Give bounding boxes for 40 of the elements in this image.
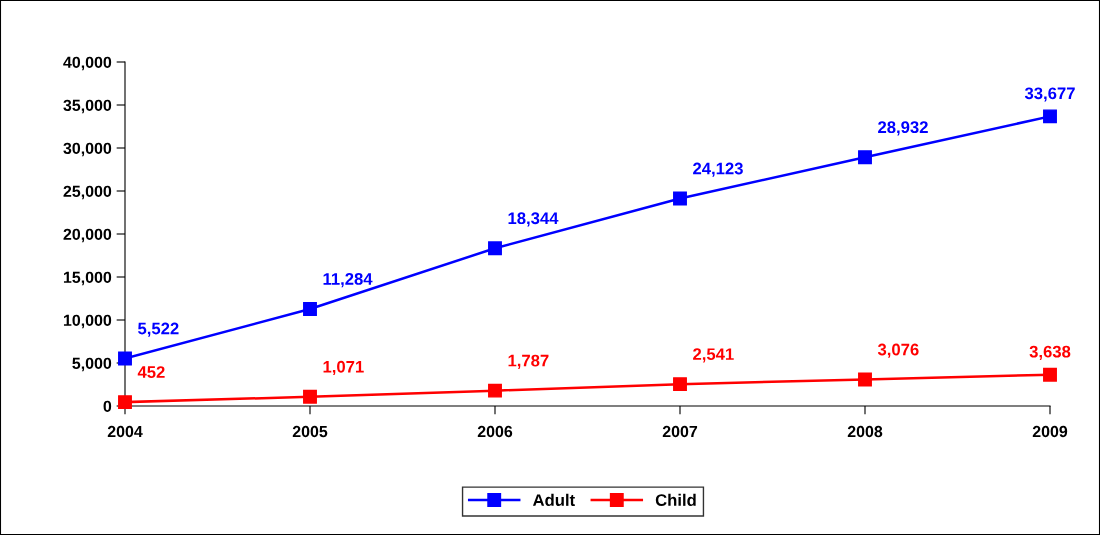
data-label: 2,541 [693,348,734,363]
y-tick-label: 15,000 [63,271,112,286]
data-label: 18,344 [508,212,559,227]
point [858,372,872,387]
legend-label: Child [655,493,696,507]
data-label: 1,787 [508,354,549,369]
x-tick-label: 2008 [847,425,883,438]
point [303,302,317,316]
y-tick-label: 30,000 [63,142,112,157]
data-label: 24,123 [693,162,743,177]
x-tick-label: 2004 [107,425,143,438]
x-tick-label: 2007 [662,425,698,438]
data-label: 1,071 [323,360,364,376]
point [1043,367,1057,382]
point [1043,109,1057,124]
data-label: 11,284 [323,273,373,288]
point [488,383,502,398]
data-label: 28,932 [878,121,928,136]
point [673,191,687,206]
y-tick-label: 10,000 [63,314,112,329]
data-label: 3,638 [1029,345,1071,360]
data-label: 33,677 [1024,87,1075,102]
point [303,389,317,404]
x-tick-label: 2006 [477,425,513,438]
y-tick-label: 20,000 [63,228,112,243]
legend-label: Adult [532,493,575,507]
y-tick-label: 5,000 [72,357,112,372]
data-label: 3,076 [877,343,919,358]
data-label: 452 [137,366,165,378]
point [118,351,132,366]
point [858,150,872,165]
point [488,241,502,256]
point [673,377,687,392]
y-tick-label: 25,000 [63,185,112,200]
x-tick-label: 2005 [292,425,328,438]
x-tick-label: 2009 [1032,425,1068,438]
y-tick-label: 40,000 [63,56,112,71]
y-tick-label: 35,000 [63,99,112,114]
y-tick-label: 0 [103,400,112,412]
data-label: 5,522 [138,322,179,337]
